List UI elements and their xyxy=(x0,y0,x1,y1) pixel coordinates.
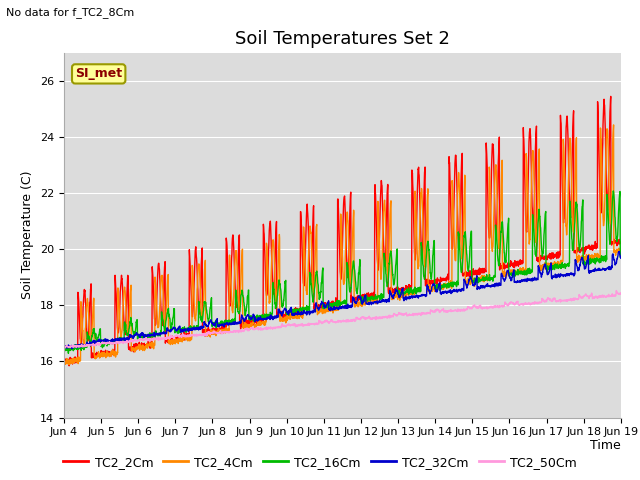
TC2_50Cm xyxy=(60,345,68,350)
TC2_2Cm xyxy=(504,264,512,270)
TC2_16Cm xyxy=(65,350,72,356)
Line: TC2_2Cm: TC2_2Cm xyxy=(64,96,621,366)
TC2_16Cm xyxy=(359,297,367,303)
TC2_2Cm xyxy=(65,363,73,369)
TC2_4Cm xyxy=(568,191,575,197)
TC2_16Cm xyxy=(60,346,68,352)
TC2_16Cm xyxy=(568,236,575,241)
TC2_4Cm xyxy=(65,362,73,368)
TC2_4Cm xyxy=(504,271,512,277)
Title: Soil Temperatures Set 2: Soil Temperatures Set 2 xyxy=(235,30,450,48)
TC2_2Cm xyxy=(60,357,68,362)
Text: No data for f_TC2_8Cm: No data for f_TC2_8Cm xyxy=(6,7,134,18)
TC2_32Cm xyxy=(616,249,623,254)
Line: TC2_50Cm: TC2_50Cm xyxy=(64,290,621,348)
TC2_32Cm xyxy=(617,255,625,261)
Line: TC2_16Cm: TC2_16Cm xyxy=(64,191,621,353)
Y-axis label: Soil Temperature (C): Soil Temperature (C) xyxy=(22,171,35,300)
TC2_50Cm xyxy=(568,297,575,303)
TC2_32Cm xyxy=(60,344,68,350)
TC2_4Cm xyxy=(610,122,618,128)
TC2_16Cm xyxy=(216,321,223,326)
TC2_32Cm xyxy=(359,300,367,306)
TC2_32Cm xyxy=(216,322,223,327)
TC2_2Cm xyxy=(359,292,367,298)
TC2_50Cm xyxy=(617,290,625,296)
TC2_2Cm xyxy=(371,183,379,189)
Legend: TC2_2Cm, TC2_4Cm, TC2_16Cm, TC2_32Cm, TC2_50Cm: TC2_2Cm, TC2_4Cm, TC2_16Cm, TC2_32Cm, TC… xyxy=(58,451,582,474)
TC2_2Cm xyxy=(607,94,614,99)
TC2_2Cm xyxy=(216,325,223,331)
TC2_50Cm xyxy=(584,293,591,299)
TC2_50Cm xyxy=(504,301,512,307)
TC2_4Cm xyxy=(60,361,68,367)
TC2_50Cm xyxy=(60,346,68,351)
TC2_50Cm xyxy=(371,316,379,322)
TC2_2Cm xyxy=(584,245,591,251)
TC2_2Cm xyxy=(568,173,575,179)
TC2_50Cm xyxy=(359,315,367,321)
TC2_4Cm xyxy=(371,299,379,304)
TC2_4Cm xyxy=(584,256,591,262)
TC2_16Cm xyxy=(504,220,512,226)
TC2_4Cm xyxy=(617,248,625,254)
TC2_4Cm xyxy=(359,299,367,305)
TC2_50Cm xyxy=(612,288,620,293)
TC2_32Cm xyxy=(371,299,379,305)
TC2_4Cm xyxy=(216,326,223,332)
TC2_32Cm xyxy=(504,269,512,275)
TC2_32Cm xyxy=(584,257,591,263)
TC2_16Cm xyxy=(609,188,617,194)
Text: SI_met: SI_met xyxy=(75,67,122,80)
TC2_16Cm xyxy=(617,252,625,257)
TC2_32Cm xyxy=(568,271,575,277)
TC2_2Cm xyxy=(617,240,625,246)
Line: TC2_4Cm: TC2_4Cm xyxy=(64,125,621,365)
TC2_16Cm xyxy=(584,258,591,264)
Line: TC2_32Cm: TC2_32Cm xyxy=(64,252,621,349)
TC2_50Cm xyxy=(216,330,223,336)
TC2_16Cm xyxy=(371,296,379,302)
TC2_32Cm xyxy=(68,346,76,352)
Text: Time: Time xyxy=(590,439,621,452)
